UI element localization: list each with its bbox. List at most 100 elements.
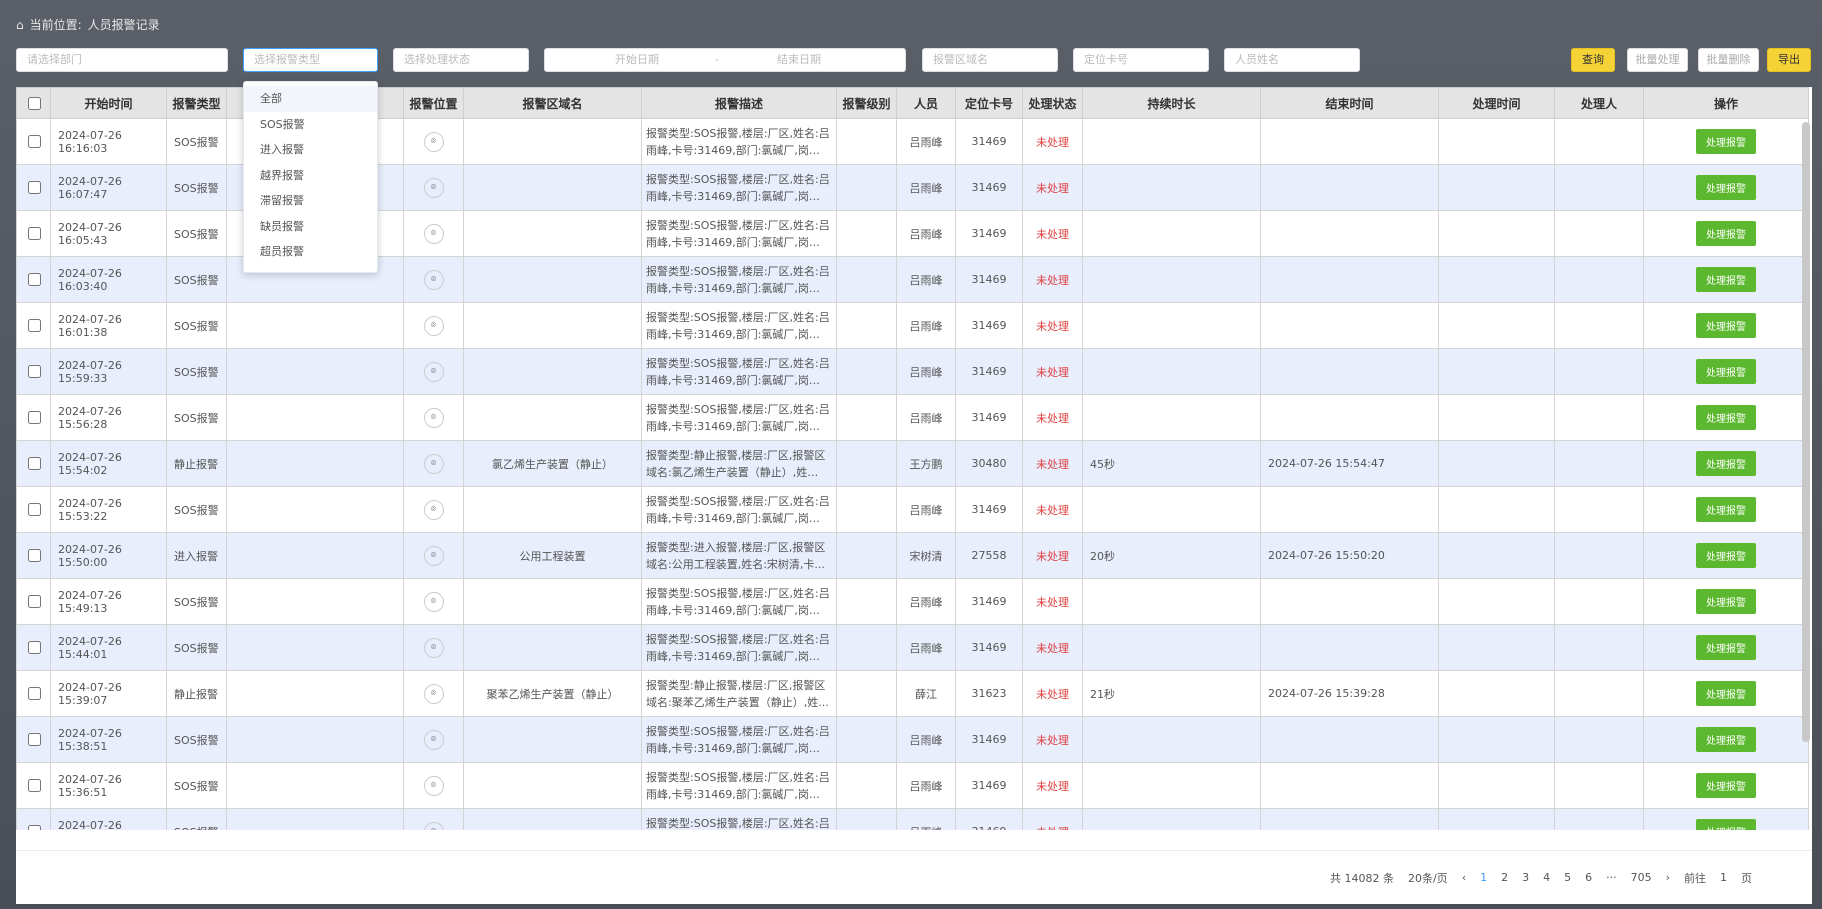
location-icon[interactable]: ⌾ (423, 545, 444, 566)
desc-cell: 报警类型:SOS报警,楼层:厂区,姓名:吕雨峰,卡号:31469,部门:氯碱厂,… (641, 578, 837, 625)
table-row: 2024-07-26 16:01:38 SOS报警 ⌾ 报警类型:SOS报警,楼层:厂… (16, 302, 1809, 349)
row-select[interactable] (27, 227, 41, 240)
prev-page[interactable]: ‹ (1461, 871, 1467, 884)
person-input[interactable]: 人员姓名 (1224, 48, 1360, 72)
row-select[interactable] (27, 733, 41, 746)
select-all[interactable] (27, 96, 41, 110)
dropdown-option[interactable]: 越界报警 (260, 168, 304, 182)
row-select[interactable] (27, 411, 41, 424)
action-cell: 处理报警 (1643, 762, 1809, 809)
export-button[interactable]: 导出 (1767, 48, 1811, 72)
dropdown-option[interactable]: 缺员报警 (260, 219, 304, 233)
location-icon[interactable]: ⌾ (423, 821, 444, 830)
row-select[interactable] (27, 641, 41, 654)
row-select[interactable] (27, 273, 41, 286)
page-size[interactable]: 20条/页 (1407, 871, 1448, 885)
page-number[interactable]: 705 (1630, 871, 1652, 884)
process-button[interactable]: 处理报警 (1696, 359, 1756, 384)
empty-cell (226, 394, 404, 441)
process-button[interactable]: 处理报警 (1696, 267, 1756, 292)
card-cell: 31469 (955, 716, 1023, 763)
dropdown-option[interactable]: 超员报警 (260, 245, 304, 258)
column-header: 处理状态 (1022, 87, 1083, 119)
location-icon[interactable]: ⌾ (423, 591, 444, 612)
row-select[interactable] (27, 549, 41, 562)
next-page[interactable]: › (1665, 871, 1670, 884)
process-button[interactable]: 处理报警 (1696, 313, 1756, 338)
page-number[interactable]: 5 (1564, 871, 1572, 884)
process-button[interactable]: 处理报警 (1696, 129, 1756, 154)
page-number[interactable]: ··· (1606, 871, 1617, 884)
row-select[interactable] (27, 135, 41, 148)
card-input[interactable]: 定位卡号 (1073, 48, 1209, 72)
location-icon[interactable]: ⌾ (423, 315, 444, 336)
position-cell: ⌾ (403, 670, 464, 717)
process-button[interactable]: 处理报警 (1696, 497, 1756, 522)
row-select[interactable] (27, 457, 41, 470)
row-select[interactable] (27, 825, 41, 830)
query-button[interactable]: 查询 (1571, 48, 1615, 72)
row-select[interactable] (27, 503, 41, 516)
process-button[interactable]: 处理报警 (1696, 451, 1756, 476)
batch-process-button[interactable]: 批量处理 (1627, 48, 1688, 72)
location-icon[interactable]: ⌾ (423, 407, 444, 428)
location-icon[interactable]: ⌾ (423, 683, 444, 704)
page-number[interactable]: 1 (1480, 871, 1488, 884)
alarm-table: 开始时间 报警类型 报警位置 报警区域名 报警描述 报警级别 人员 定位卡号 处理状态 持续时长结… (16, 87, 1809, 830)
start-cell: 2024-07-26 15:49:13 (50, 578, 167, 625)
process-button[interactable]: 处理报警 (1696, 405, 1756, 430)
row-select[interactable] (27, 779, 41, 792)
department-select[interactable]: 请选择部门 (16, 48, 228, 72)
process-button[interactable]: 处理报警 (1696, 221, 1756, 246)
row-select[interactable] (27, 181, 41, 194)
dropdown-option[interactable]: 进入报警 (260, 143, 304, 156)
process-button[interactable]: 处理报警 (1696, 543, 1756, 568)
area-input[interactable]: 报警区域名 (922, 48, 1058, 72)
person-cell: 吕雨峰 (896, 348, 956, 395)
status-select[interactable]: 选择处理状态 (393, 48, 529, 72)
location-icon[interactable]: ⌾ (423, 269, 444, 290)
batch-delete-button[interactable]: 批量删除 (1698, 48, 1759, 72)
row-select[interactable] (27, 595, 41, 608)
row-select[interactable] (27, 319, 41, 332)
scrollbar[interactable] (1802, 122, 1810, 742)
empty-cell (226, 670, 404, 717)
location-icon[interactable]: ⌾ (423, 775, 444, 796)
alarm-type-select[interactable]: 选择报警类型 (243, 48, 378, 72)
process-button[interactable]: 处理报警 (1696, 175, 1756, 200)
location-icon[interactable]: ⌾ (423, 131, 444, 152)
location-icon[interactable]: ⌾ (423, 453, 444, 474)
process-button[interactable]: 处理报警 (1696, 773, 1756, 798)
table-row: 2024-07-26 15:59:33 SOS报警 ⌾ 报警类型:SOS报警,楼层:厂… (16, 348, 1809, 395)
desc-cell: 报警类型:静止报警,楼层:厂区,报警区域名:氯乙烯生产装置（静止）,姓名:... (641, 440, 837, 487)
empty-cell (1554, 624, 1644, 671)
dropdown-option[interactable]: SOS报警 (260, 117, 305, 131)
location-icon[interactable]: ⌾ (423, 637, 444, 658)
empty-cell (463, 164, 642, 211)
process-button[interactable]: 处理报警 (1696, 635, 1756, 660)
location-icon[interactable]: ⌾ (423, 177, 444, 198)
start-cell: 2024-07-26 16:01:38 (50, 302, 167, 349)
type-cell: SOS报警 (166, 302, 227, 349)
page-unit: 页 (1741, 871, 1752, 885)
empty-cell (1438, 486, 1555, 533)
dropdown-option[interactable]: 滞留报警 (260, 194, 304, 207)
location-icon[interactable]: ⌾ (423, 361, 444, 382)
process-button[interactable]: 处理报警 (1696, 589, 1756, 614)
page-number[interactable]: 3 (1522, 871, 1530, 884)
location-icon[interactable]: ⌾ (423, 729, 444, 750)
process-button[interactable]: 处理报警 (1696, 681, 1756, 706)
goto-input[interactable]: 1 (1720, 871, 1727, 884)
empty-cell (1554, 762, 1644, 809)
dropdown-option[interactable]: 全部 (244, 86, 377, 112)
location-icon[interactable]: ⌾ (423, 499, 444, 520)
row-select[interactable] (27, 687, 41, 700)
date-range[interactable]: 开始日期 - 结束日期 (544, 48, 906, 72)
page-number[interactable]: 2 (1501, 871, 1509, 884)
row-select[interactable] (27, 365, 41, 378)
page-number[interactable]: 4 (1543, 871, 1551, 884)
process-button[interactable]: 处理报警 (1696, 819, 1756, 830)
process-button[interactable]: 处理报警 (1696, 727, 1756, 752)
location-icon[interactable]: ⌾ (423, 223, 444, 244)
page-number[interactable]: 6 (1585, 871, 1593, 884)
